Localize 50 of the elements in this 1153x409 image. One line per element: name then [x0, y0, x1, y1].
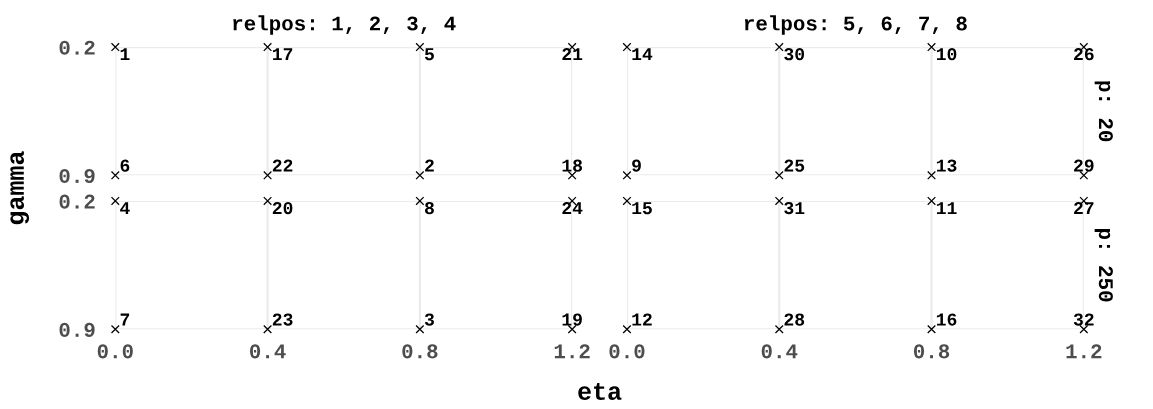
y-tick-label: 0.2 — [59, 40, 95, 55]
chart-title: relpos: 1, 2, 3, 4 — [233, 15, 456, 35]
annotation: 9 — [632, 159, 641, 172]
annotation: 23 — [272, 313, 293, 326]
annotation: 25 — [784, 159, 805, 172]
annotation: 4 — [120, 202, 130, 215]
annotation: 8 — [424, 201, 434, 215]
annotation: 6 — [120, 159, 130, 172]
annotation: 7 — [120, 313, 130, 326]
annotation: 26 — [1074, 48, 1094, 61]
annotation: 13 — [936, 159, 957, 172]
annotation: 20 — [272, 201, 293, 215]
x-tick-label: 0.8 — [402, 344, 438, 359]
annotation: 11 — [936, 202, 957, 215]
x-tick-label: 1.2 — [554, 344, 590, 359]
annotation: 24 — [562, 201, 583, 215]
x-axis-title: eta — [578, 383, 622, 400]
x-tick-label: 0.8 — [913, 344, 950, 359]
y-tick-label: 0.2 — [59, 194, 95, 209]
y2-axis-title: p: 20 — [1094, 81, 1113, 142]
chart-title: relpos: 5, 6, 7, 8 — [744, 15, 967, 35]
annotation: 2 — [425, 159, 434, 172]
annotation: 17 — [272, 48, 293, 61]
annotation: 14 — [632, 48, 653, 61]
annotation: 18 — [562, 159, 583, 172]
annotation: 5 — [424, 48, 434, 61]
annotation: 28 — [784, 313, 805, 326]
annotation: 16 — [936, 313, 957, 326]
annotation: 1 — [120, 48, 130, 61]
x-tick-label: 0.4 — [250, 344, 286, 359]
annotation: 22 — [272, 159, 293, 172]
y-tick-label: 0.9 — [59, 168, 95, 184]
annotation: 10 — [936, 48, 957, 61]
x-tick-label: 1.2 — [1066, 344, 1102, 359]
y-tick-label: 0.9 — [59, 322, 95, 337]
annotation: 27 — [1074, 201, 1094, 215]
annotation: 31 — [784, 201, 805, 215]
annotation: 3 — [424, 313, 434, 326]
x-tick-label: 0.0 — [609, 344, 645, 359]
annotation: 32 — [1073, 313, 1094, 326]
annotation: 30 — [784, 48, 805, 61]
annotation: 12 — [632, 313, 652, 326]
y-axis-title: gamma — [10, 151, 30, 225]
annotation: 15 — [632, 202, 652, 215]
x-tick-label: 0.0 — [97, 344, 133, 359]
x-tick-label: 0.4 — [761, 344, 798, 359]
y2-axis-title: p: 250 — [1094, 229, 1113, 302]
annotation: 21 — [562, 48, 583, 61]
annotation: 19 — [562, 313, 582, 326]
annotation: 29 — [1074, 159, 1094, 172]
